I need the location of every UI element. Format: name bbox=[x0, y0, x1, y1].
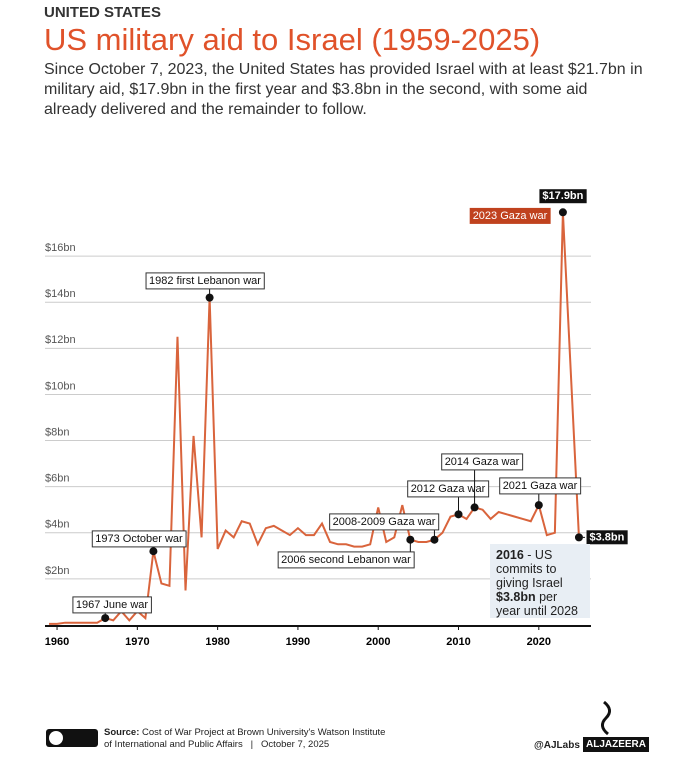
note-part: per year until 2028 bbox=[496, 590, 579, 618]
point bbox=[406, 535, 415, 544]
annotation-box bbox=[499, 477, 582, 495]
brand: ALJAZEERA bbox=[583, 737, 650, 752]
point bbox=[205, 293, 214, 302]
note-part: 2016 bbox=[496, 548, 524, 562]
value-label-box bbox=[586, 530, 628, 545]
x-tick-label: 2000 bbox=[366, 636, 390, 648]
x-tick-label: 1990 bbox=[286, 636, 310, 648]
kicker: UNITED STATES bbox=[44, 4, 161, 21]
annotation: 2023 Gaza war bbox=[473, 210, 548, 222]
source-text: Cost of War Project at Brown University'… bbox=[142, 727, 386, 738]
annotation-box bbox=[91, 530, 187, 548]
point bbox=[430, 535, 439, 544]
point bbox=[534, 501, 543, 510]
annotation: 2014 Gaza war bbox=[445, 456, 520, 468]
y-tick-label: $16bn bbox=[45, 242, 76, 254]
value-label-text: $3.8bn bbox=[590, 531, 625, 543]
point bbox=[454, 510, 463, 519]
x-tick-label: 1980 bbox=[205, 636, 229, 648]
x-tick-label: 2020 bbox=[527, 636, 551, 648]
annotation: 2021 Gaza war bbox=[503, 480, 578, 492]
y-tick-label: $6bn bbox=[45, 473, 69, 485]
date: October 7, 2025 bbox=[261, 739, 330, 750]
annotation-box bbox=[329, 513, 440, 531]
annotation: 1967 June war bbox=[76, 599, 148, 611]
x-tick-label: 2010 bbox=[446, 636, 470, 648]
annotation-box bbox=[145, 272, 265, 290]
source-label: Source: bbox=[104, 727, 140, 738]
y-tick-label: $10bn bbox=[45, 380, 76, 392]
annotation: 1982 first Lebanon war bbox=[149, 275, 261, 287]
handle: @AJLabs bbox=[534, 740, 580, 751]
y-tick-label: $12bn bbox=[45, 334, 76, 346]
note: 2016 - US commits to giving Israel $3.8b… bbox=[490, 544, 590, 618]
cc-icon bbox=[46, 729, 98, 747]
value-label-text: $17.9bn bbox=[542, 190, 583, 202]
annotation-box bbox=[72, 596, 152, 614]
source: Source: Cost of War Project at Brown Uni… bbox=[104, 727, 386, 750]
annotation-box bbox=[441, 453, 524, 471]
annotation-box bbox=[469, 207, 551, 224]
y-tick-label: $8bn bbox=[45, 426, 69, 438]
aj-logo bbox=[601, 700, 611, 736]
chart-subtitle: Since October 7, 2023, the United States… bbox=[44, 61, 643, 118]
annotation-box bbox=[277, 551, 415, 569]
annotation-box bbox=[407, 480, 490, 498]
annotation: 2012 Gaza war bbox=[411, 483, 486, 495]
source-text-2: of International and Public Affairs bbox=[104, 739, 243, 750]
value-label: $17.9bn bbox=[539, 189, 587, 204]
point bbox=[101, 614, 110, 623]
chart-title: US military aid to Israel (1959-2025) bbox=[44, 22, 541, 57]
annotation: 1973 October war bbox=[95, 533, 183, 545]
x-tick-label: 1970 bbox=[125, 636, 149, 648]
x-tick-label: 1960 bbox=[45, 636, 69, 648]
note-part: $3.8bn bbox=[496, 590, 536, 604]
y-tick-label: $4bn bbox=[45, 519, 69, 531]
annotation: 2008-2009 Gaza war bbox=[333, 516, 436, 528]
note-part: - US commits to giving Israel bbox=[496, 548, 563, 590]
point bbox=[470, 503, 479, 512]
annotation: 2006 second Lebanon war bbox=[281, 554, 411, 566]
value-label: $3.8bn bbox=[586, 530, 628, 545]
point bbox=[149, 547, 158, 556]
y-tick-label: $14bn bbox=[45, 288, 76, 300]
y-tick-label: $2bn bbox=[45, 565, 69, 577]
value-label-box bbox=[539, 189, 587, 204]
